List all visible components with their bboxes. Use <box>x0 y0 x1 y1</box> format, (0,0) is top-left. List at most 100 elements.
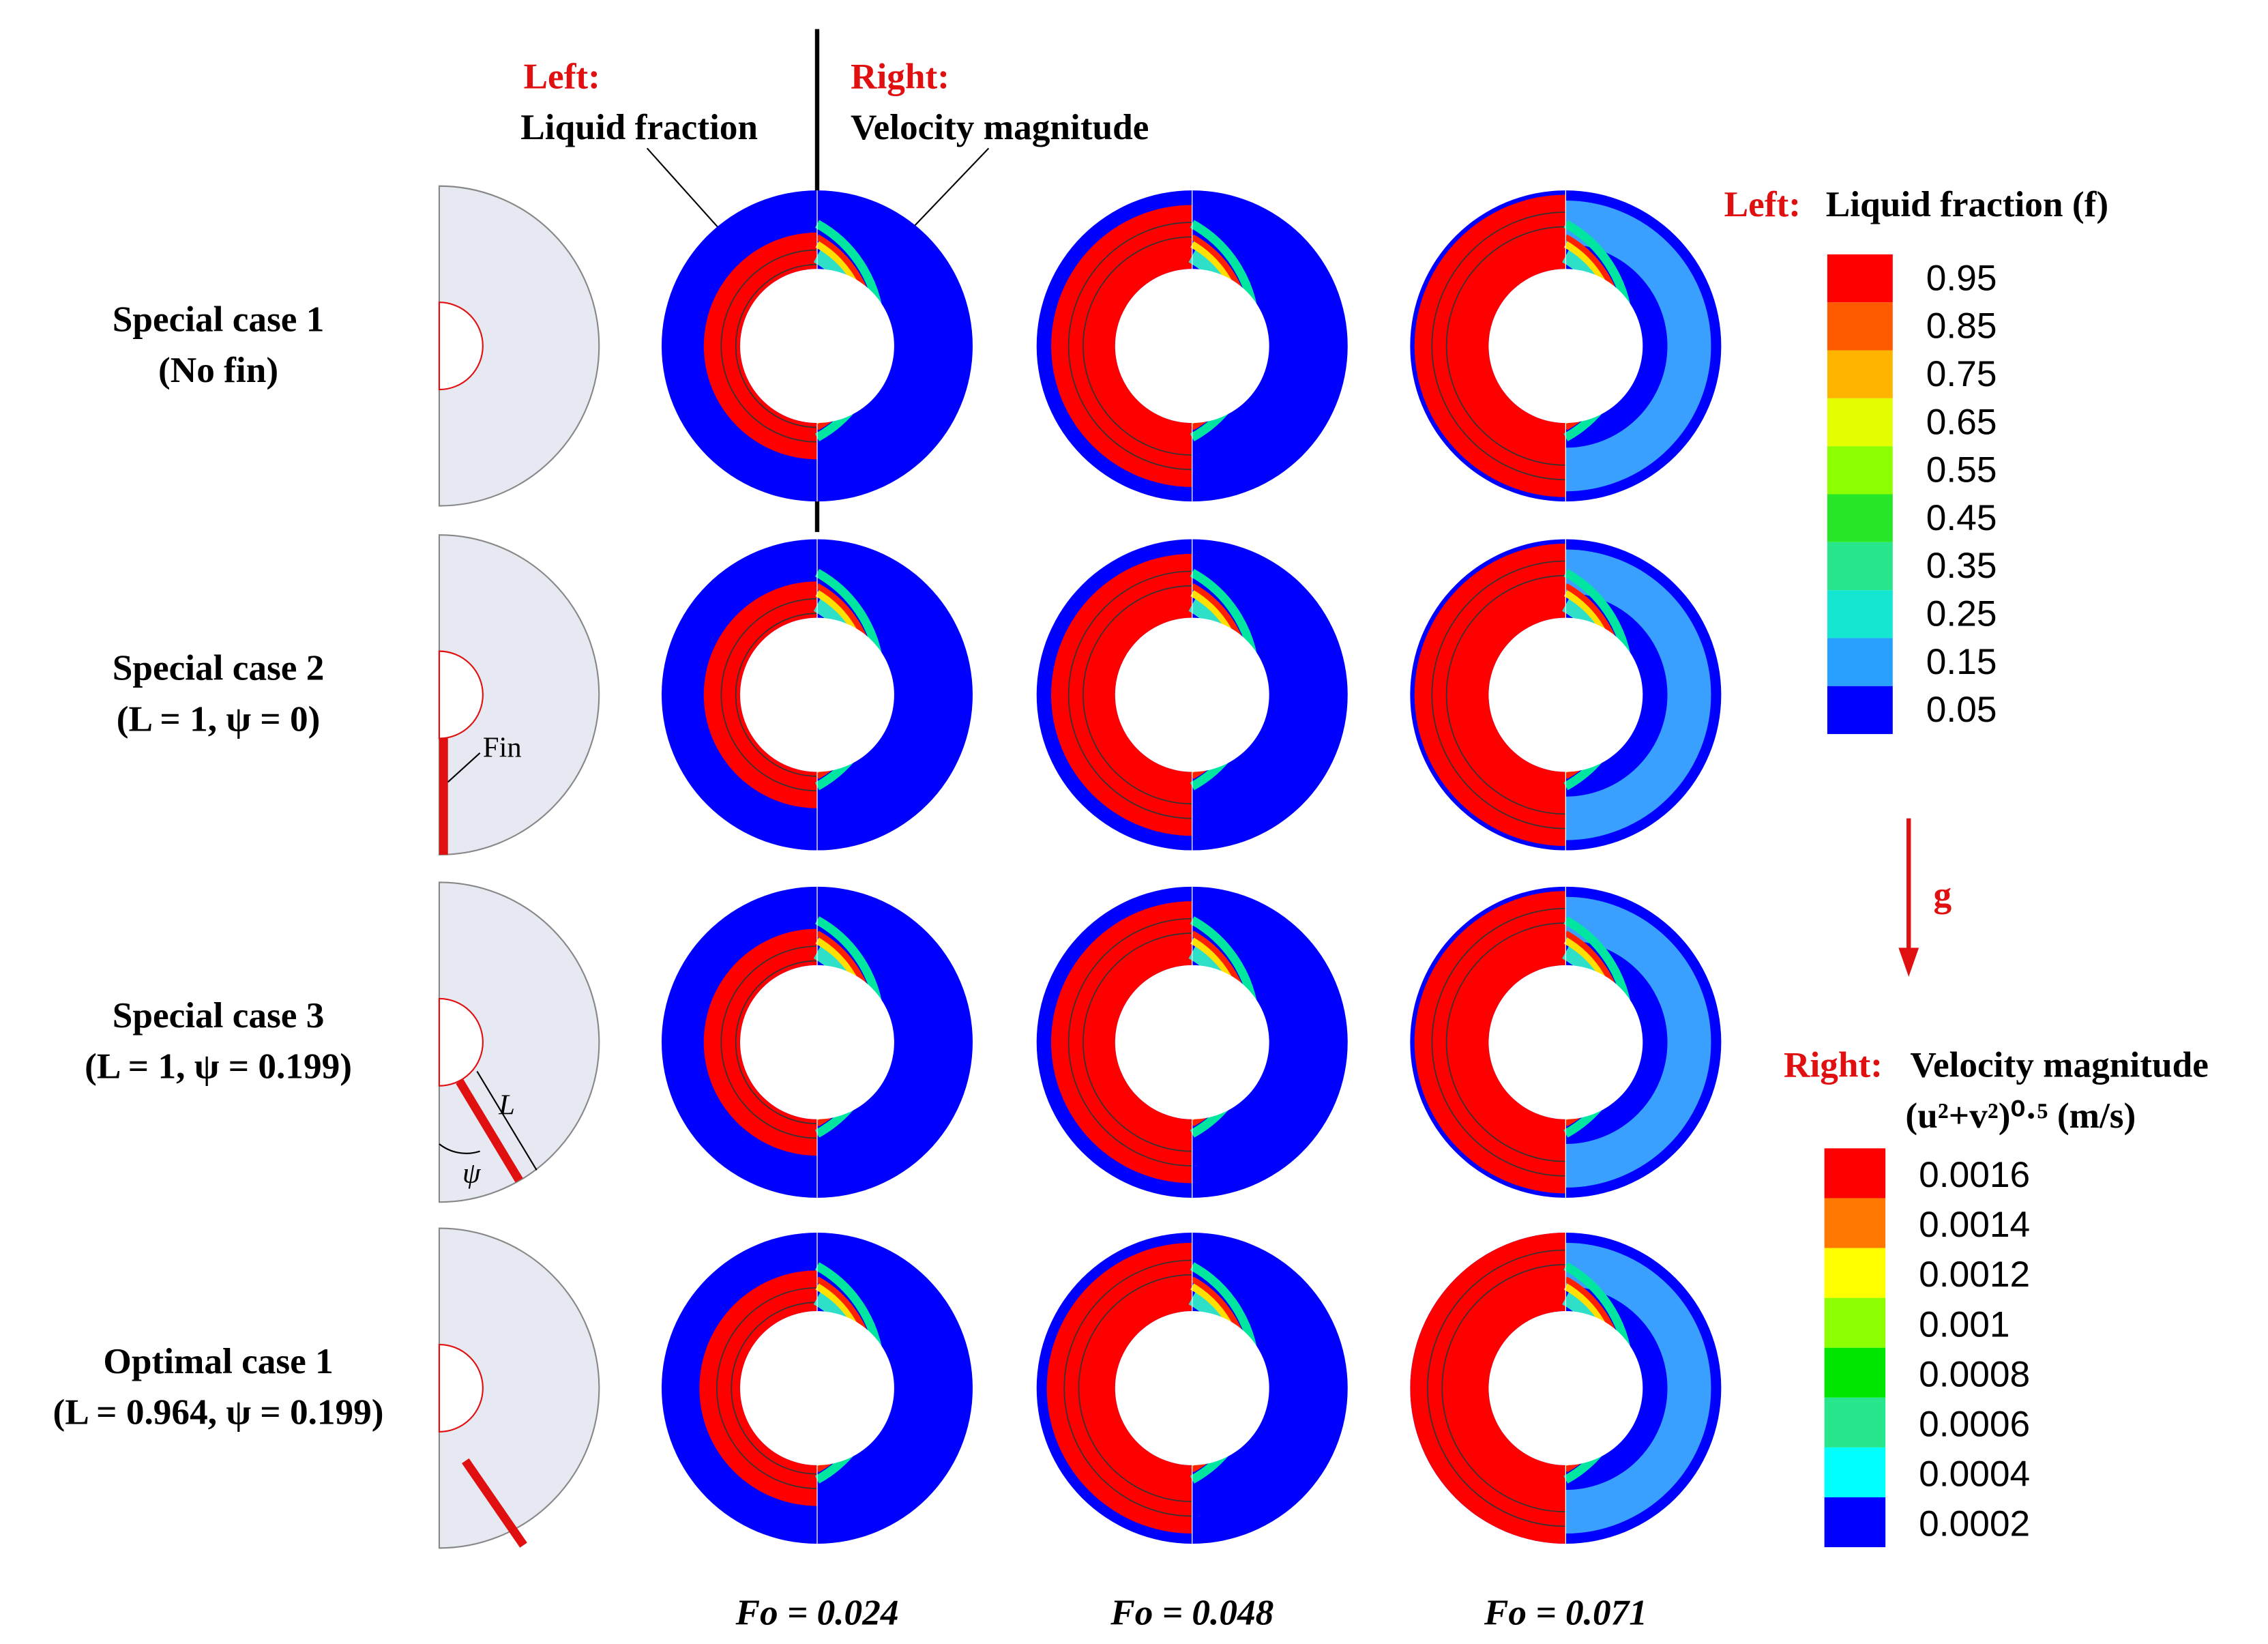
streamline <box>735 613 817 777</box>
streamline <box>720 598 817 792</box>
legend-tick: 0.85 <box>1926 306 1997 347</box>
angle <box>439 1143 480 1154</box>
streamline <box>1441 1263 1566 1512</box>
streamline <box>1067 918 1192 1166</box>
color-box <box>1824 1248 1886 1298</box>
melt-region <box>1414 543 1566 847</box>
legend-tick: 0.55 <box>1926 450 1997 490</box>
leader <box>646 147 724 233</box>
tube <box>438 650 484 739</box>
velocity-band <box>1565 896 1711 1188</box>
streamline <box>716 1287 817 1489</box>
color-box <box>1824 1148 1886 1199</box>
legend-tick: 0.0008 <box>1919 1354 2030 1394</box>
melt-region <box>703 581 817 808</box>
color-box <box>1827 686 1893 735</box>
streamline <box>1063 1259 1192 1517</box>
schematic <box>438 185 600 507</box>
color-box <box>1827 590 1893 638</box>
legend-units: (u²+v²)⁰·⁵ (m/s) <box>1905 1096 2136 1136</box>
legend-tick: 0.0004 <box>1919 1454 2030 1495</box>
legend-head: Left: <box>1724 184 1801 224</box>
velocity-band <box>1565 1242 1711 1534</box>
case-params: (L = 1, ψ = 0) <box>117 699 321 739</box>
case-name: Special case 3 <box>113 995 325 1036</box>
fin <box>462 1458 527 1548</box>
legend-head: Right: <box>1784 1044 1883 1085</box>
streamline <box>1067 222 1192 471</box>
streamline <box>1445 574 1566 815</box>
color-box <box>1824 1397 1886 1448</box>
streamline <box>1427 1249 1566 1527</box>
fin <box>439 738 448 855</box>
streamline <box>731 1302 817 1475</box>
left-head: Left: <box>524 56 600 96</box>
psi-label: ψ <box>462 1158 482 1190</box>
fin-label: Fin <box>483 731 522 763</box>
legend-tick: 0.001 <box>1919 1304 2009 1345</box>
streamline <box>1083 933 1192 1152</box>
leader <box>447 752 481 783</box>
color-box <box>1824 1198 1886 1248</box>
legend-tick: 0.25 <box>1926 594 1997 634</box>
streamline <box>1445 922 1566 1162</box>
tube <box>438 997 484 1087</box>
streamline <box>1078 1274 1192 1503</box>
color-box <box>1827 398 1893 447</box>
arrow-head <box>1898 948 1919 977</box>
color-box <box>1827 302 1893 351</box>
melt-region <box>703 232 817 460</box>
g-label: g <box>1933 875 1952 915</box>
case-params: (No fin) <box>158 350 278 390</box>
legend-tick: 0.45 <box>1926 498 1997 538</box>
color-box <box>1827 638 1893 686</box>
case-name: Optimal case 1 <box>103 1341 333 1381</box>
case-params: (L = 0.964, ψ = 0.199) <box>53 1392 384 1433</box>
legend-tick: 0.35 <box>1926 546 1997 586</box>
dim <box>476 1070 537 1171</box>
case-params: (L = 1, ψ = 0.199) <box>85 1046 352 1087</box>
legend-title: Velocity magnitude <box>1910 1044 2208 1085</box>
melt-region <box>1051 901 1192 1184</box>
streamline <box>720 249 817 443</box>
fin <box>456 1079 523 1183</box>
right-head: Right: <box>851 56 949 96</box>
legend-tick: 0.0002 <box>1919 1504 2030 1544</box>
melt-region <box>1046 1242 1192 1534</box>
legend-tick: 0.0016 <box>1919 1155 2030 1195</box>
streamline <box>1083 585 1192 805</box>
streamline <box>1067 570 1192 819</box>
color-box <box>1824 1347 1886 1398</box>
melt-region <box>703 928 817 1156</box>
schematic <box>438 1227 600 1549</box>
color-box <box>1827 350 1893 398</box>
color-box <box>1827 254 1893 303</box>
streamline <box>735 263 817 428</box>
color-box <box>1827 494 1893 542</box>
melt-region <box>1051 553 1192 836</box>
column-label: Fo = 0.048 <box>1110 1593 1273 1633</box>
legend-tick: 0.0006 <box>1919 1405 2030 1445</box>
melt-region <box>699 1270 817 1506</box>
streamline <box>720 945 817 1139</box>
column-label: Fo = 0.071 <box>1484 1593 1647 1633</box>
color-box <box>1824 1497 1886 1548</box>
legend-tick: 0.65 <box>1926 402 1997 442</box>
color-box <box>1827 542 1893 591</box>
streamline <box>1083 236 1192 456</box>
tube <box>438 1343 484 1433</box>
right-text: Velocity magnitude <box>851 107 1149 147</box>
color-box <box>1824 1447 1886 1497</box>
streamline <box>1445 226 1566 466</box>
color-box <box>1824 1297 1886 1348</box>
legend-tick: 0.05 <box>1926 690 1997 730</box>
case-name: Special case 1 <box>113 299 325 339</box>
case-name: Special case 2 <box>113 648 325 688</box>
legend-tick: 0.15 <box>1926 642 1997 682</box>
streamline <box>1431 211 1566 481</box>
melt-region <box>1414 891 1566 1194</box>
melt-region <box>1414 194 1566 497</box>
streamline <box>1431 560 1566 830</box>
melt-region <box>1410 1232 1566 1544</box>
streamline <box>1431 907 1566 1177</box>
